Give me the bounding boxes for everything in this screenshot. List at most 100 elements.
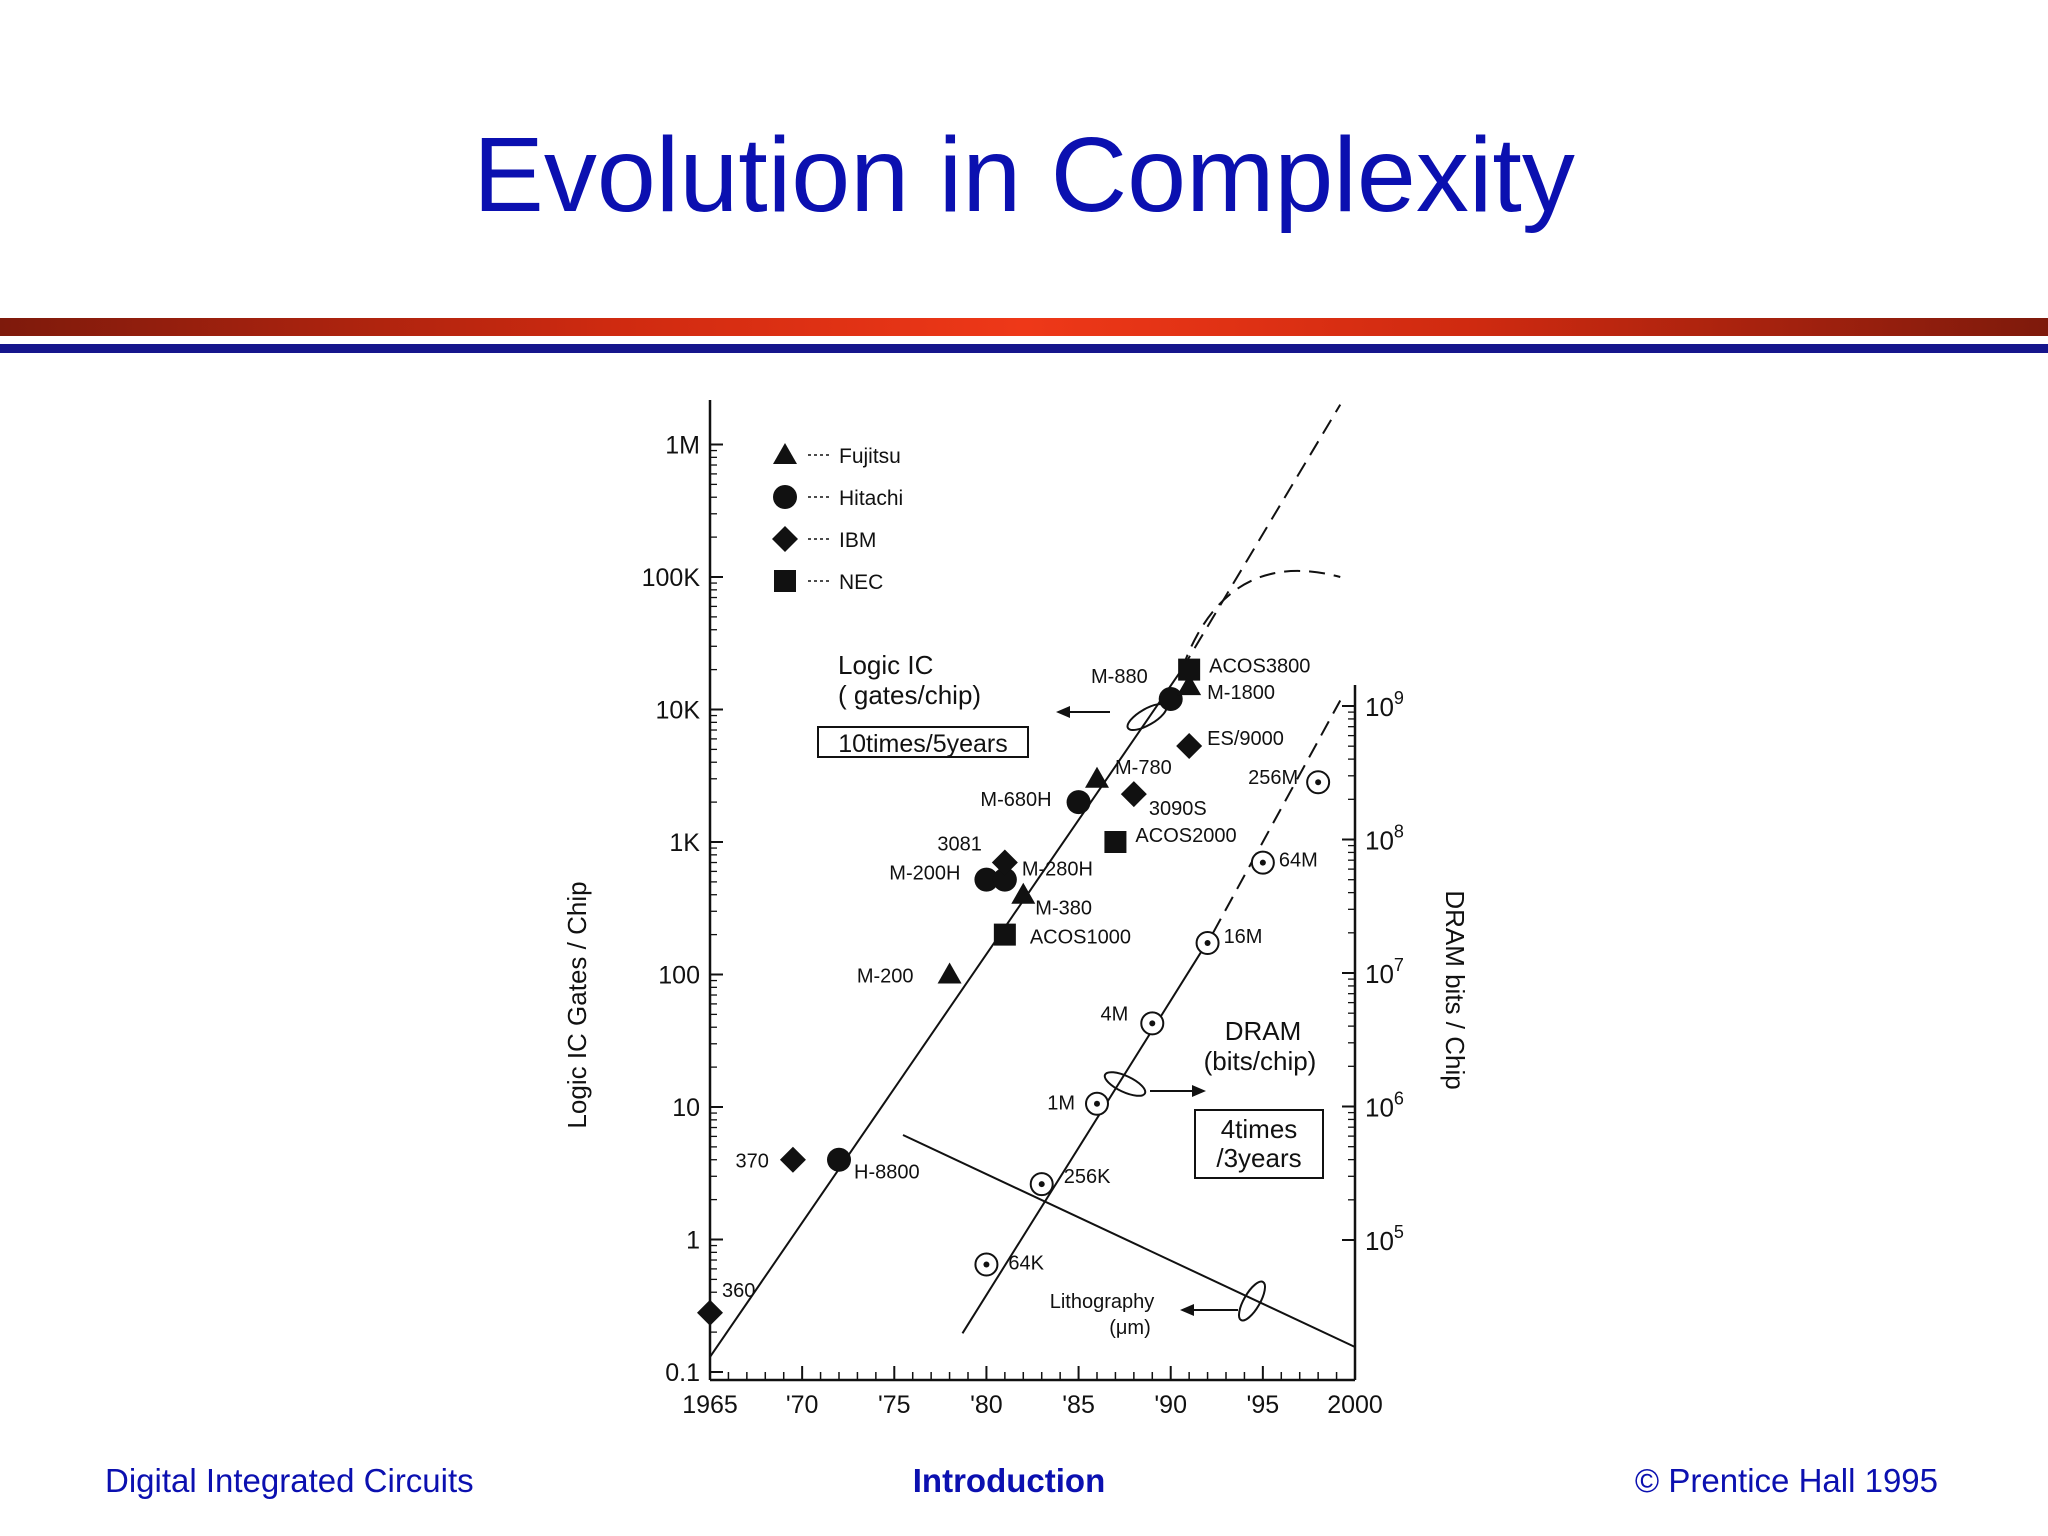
logic-point-label: M-200 [857, 966, 914, 988]
lithography-trend-line [902, 1134, 1356, 1348]
logic-point-label: M-780 [1115, 757, 1172, 779]
logic-point-marker [1085, 766, 1109, 788]
y-left-tick-label: 1M [665, 432, 700, 460]
dram-point-label: 4M [1100, 1003, 1128, 1025]
legend-marker [773, 485, 797, 509]
chart-frame [708, 400, 1357, 1382]
footer-course: Digital Integrated Circuits [105, 1462, 474, 1499]
x-tick-label: '95 [1247, 1391, 1280, 1419]
dram-point-label: 64K [1008, 1252, 1044, 1274]
dram-trend-marker-ellipse [1103, 1071, 1147, 1097]
logic-point-marker [1104, 831, 1127, 853]
x-tick-label: '85 [1062, 1391, 1095, 1419]
y-right-axis-label: DRAM bits / Chip [1440, 890, 1470, 1089]
dram-point-label: 1M [1047, 1093, 1075, 1115]
logic-point-marker [1176, 733, 1203, 760]
logic-point-marker [697, 1299, 723, 1326]
logic-point-marker [993, 923, 1016, 946]
logic-point-label: M-380 [1035, 898, 1092, 920]
logic-point-marker [1120, 781, 1147, 808]
legend-label: IBM [839, 529, 876, 552]
dram-points: 64K 256K 1M 4M 16M 64M 256M [974, 767, 1331, 1277]
logic-point-marker [827, 1147, 851, 1172]
legend-label: NEC [839, 571, 883, 594]
dram-point-center [1204, 939, 1211, 946]
legend-marker [774, 570, 796, 592]
title-rule-blue [0, 344, 2048, 353]
logic-point-marker [779, 1146, 806, 1173]
logic-point-label: 370 [736, 1151, 769, 1173]
logic-trend-arrowhead [1056, 706, 1070, 718]
dram-point-center [1315, 779, 1322, 786]
dram-rate-box [1194, 1109, 1324, 1179]
y-left-tick-label: 100K [642, 564, 701, 592]
dram-point-label: 256K [1064, 1166, 1111, 1188]
logic-point-marker [1011, 882, 1036, 904]
legend-label: Fujitsu [839, 445, 901, 468]
dram-point-label: 256M [1248, 767, 1298, 789]
dram-annotation-line1: DRAM [1225, 1016, 1302, 1046]
dram-annotation-line2: (bits/chip) [1204, 1046, 1317, 1076]
dram-point-label: 64M [1279, 850, 1318, 872]
dram-point-center [1038, 1181, 1045, 1188]
logic-ic-points: 360 370 H-8800 M-200 ACOS1000 M-380 M-200H M-28… [697, 656, 1310, 1326]
logic-point-label: ACOS3800 [1209, 656, 1310, 678]
chart-legend: Fujitsu Hitachi IBM NEC [772, 443, 903, 594]
chart-annotations: Logic IC ( gates/chip) 10times/5years DR… [562, 650, 1470, 1339]
logic-point-label: ES/9000 [1207, 728, 1284, 750]
y-left-tick-label: 100 [658, 962, 700, 990]
litho-trend-marker-ellipse [1238, 1280, 1266, 1322]
logic-annotation-line1: Logic IC [838, 650, 933, 680]
litho-annotation-line1: Lithography [1050, 1291, 1155, 1313]
dram-trend-arrowhead [1192, 1085, 1206, 1097]
y-right-tick-label: 109 [1365, 688, 1404, 722]
trend-lines [709, 404, 1356, 1358]
x-tick-label: '70 [786, 1391, 819, 1419]
y-left-tick-label: 10K [656, 697, 701, 725]
y-left-tick-label: 1K [669, 829, 700, 857]
footer-section: Introduction [912, 1462, 1106, 1499]
y-left-tick-label: 0.1 [665, 1359, 700, 1387]
y-right-tick-label: 107 [1365, 955, 1404, 989]
x-tick-label: '90 [1154, 1391, 1187, 1419]
x-tick-label: 1965 [682, 1391, 738, 1419]
y-right-tick-label: 108 [1365, 822, 1404, 856]
logic-point-label: H-8800 [854, 1162, 920, 1184]
x-tick-label: '80 [970, 1391, 1003, 1419]
logic-point-label: ACOS1000 [1030, 927, 1131, 949]
logic-annotation-line2: ( gates/chip) [838, 680, 981, 710]
title-rule-red [0, 318, 2048, 336]
y-left-axis-label: Logic IC Gates / Chip [562, 881, 592, 1128]
y-left-tick-label: 1 [686, 1227, 700, 1255]
dram-point-center [1259, 859, 1266, 866]
dram-trend-extrapolation [1212, 699, 1342, 934]
legend-marker [773, 443, 797, 464]
y-right-axis-ticks: 105 106 107 108 109 [1342, 688, 1404, 1256]
legend-label: Hitachi [839, 487, 903, 510]
y-left-tick-label: 10 [672, 1094, 700, 1122]
dram-point-center [1094, 1100, 1100, 1107]
logic-point-label: M-680H [980, 789, 1051, 811]
logic-point-marker [1158, 687, 1183, 712]
dram-rate-line2: /3years [1216, 1143, 1301, 1173]
logic-point-marker [992, 867, 1017, 892]
y-left-axis-ticks: 0.1 1 10 100 1K 10K 100K 1M [642, 432, 723, 1387]
logic-point-label: 3090S [1149, 798, 1207, 820]
litho-trend-arrowhead [1180, 1304, 1194, 1316]
y-right-tick-label: 106 [1365, 1089, 1404, 1123]
logic-trend-extrapolation [1180, 404, 1342, 671]
logic-point-marker [1066, 790, 1091, 815]
x-tick-label: '75 [878, 1391, 911, 1419]
logic-point-label: M-200H [889, 863, 960, 885]
logic-point-label: M-880 [1091, 666, 1148, 688]
dram-trend-line [961, 932, 1214, 1334]
logic-point-marker [1177, 674, 1202, 696]
legend-marker [772, 526, 798, 552]
x-tick-label: 2000 [1327, 1391, 1383, 1419]
dram-point-center [1149, 1020, 1156, 1027]
logic-point-label: M-1800 [1207, 682, 1275, 704]
logic-point-marker [991, 849, 1018, 876]
x-axis-ticks: 1965 '70 '75 '80 '85 '90 '95 2000 [682, 1366, 1383, 1419]
y-right-tick-label: 105 [1365, 1222, 1404, 1256]
footer-copyright: © Prentice Hall 1995 [1634, 1462, 1938, 1499]
